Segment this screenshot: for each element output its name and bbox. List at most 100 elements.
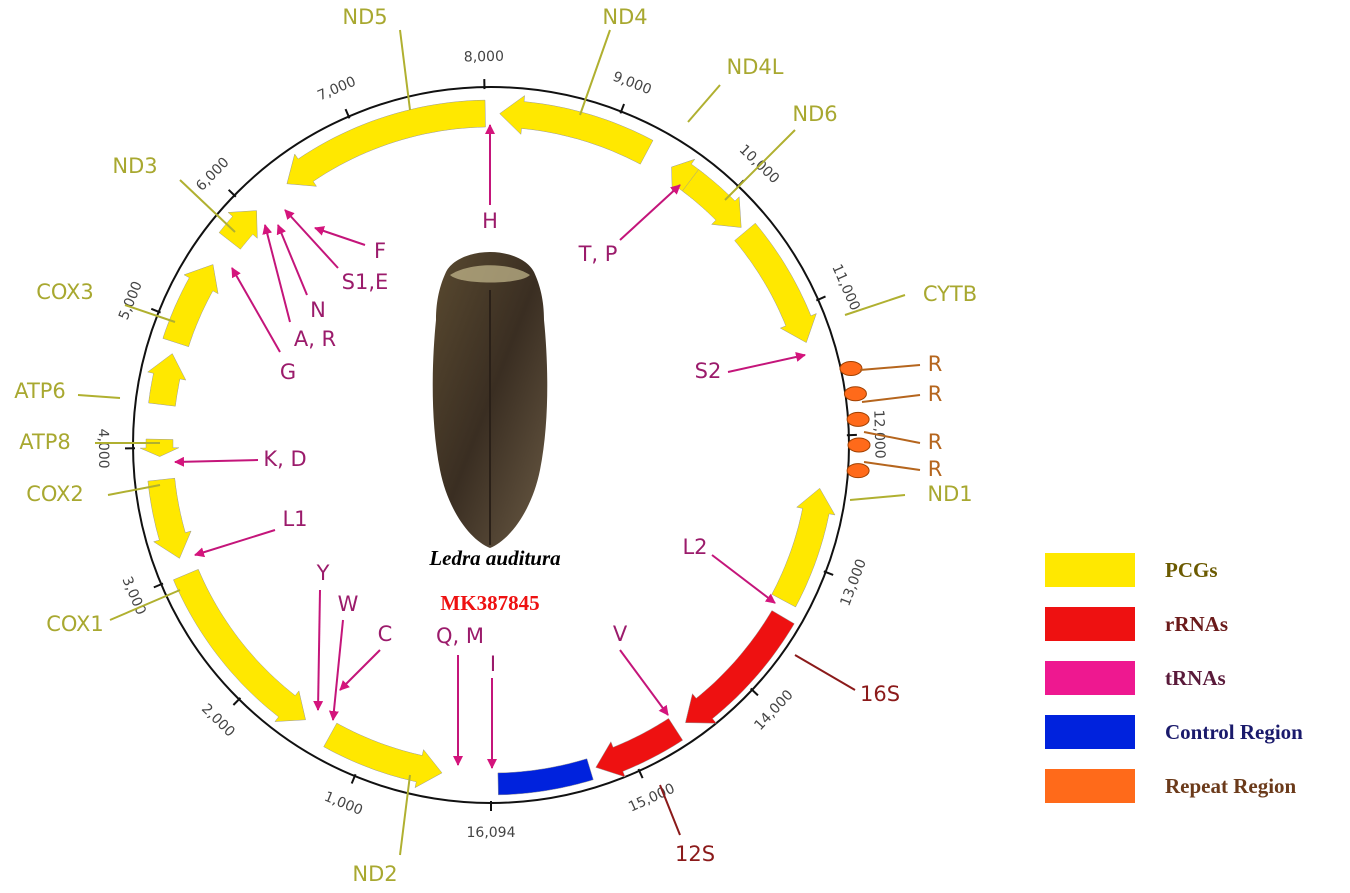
pcg-label: COX1 — [46, 612, 104, 636]
scale-tick — [619, 103, 625, 114]
pcg-leader — [579, 29, 611, 116]
scale-label: 13,000 — [838, 557, 870, 608]
pcg-label: ATP6 — [14, 379, 66, 403]
pcg-arc — [499, 95, 654, 165]
trna-label: T, P — [578, 242, 618, 266]
trna-label: C — [378, 622, 393, 646]
pcg-label: COX3 — [36, 280, 94, 304]
pcg-leader — [849, 494, 906, 501]
pcg-label: COX2 — [26, 482, 84, 506]
repeat-unit — [846, 411, 870, 427]
legend-label: PCGs — [1165, 558, 1218, 582]
scale-tick — [815, 295, 826, 302]
legend-label: Repeat Region — [1165, 774, 1297, 798]
rrna-leader — [794, 654, 856, 691]
trna-leader — [194, 529, 276, 558]
pcg-arc — [147, 353, 187, 407]
legend-label: tRNAs — [1165, 666, 1226, 690]
trna-label: F — [374, 239, 386, 263]
rrna-label: 12S — [675, 842, 715, 866]
trna-label: V — [613, 622, 628, 646]
pcg-label: ND4L — [727, 55, 784, 79]
pcg-arc — [147, 477, 192, 559]
trna-leader — [727, 352, 806, 373]
trna-leader — [231, 267, 281, 353]
accession: MK387845 — [440, 591, 539, 615]
pcg-leader — [109, 589, 181, 621]
trna-label: Q, M — [436, 624, 484, 648]
scale-label: 2,000 — [198, 701, 238, 741]
legend-swatch — [1045, 661, 1135, 695]
rrna-arc — [685, 610, 795, 724]
rrna-label: 16S — [860, 682, 900, 706]
pcg-arc — [771, 487, 836, 608]
trna-label: N — [310, 298, 326, 322]
insect-head — [450, 265, 530, 283]
scale-label: 11,000 — [828, 262, 862, 313]
trna-label: I — [490, 652, 496, 676]
trna-label: L2 — [682, 535, 707, 559]
legend-swatch — [1045, 769, 1135, 803]
pcg-leader — [724, 129, 796, 201]
repeat-leader — [861, 394, 921, 403]
pcg-arc — [682, 169, 742, 228]
trna-label: Y — [316, 561, 330, 585]
pcg-arc — [162, 264, 219, 348]
repeat-label: R — [928, 352, 943, 376]
pcg-leader — [124, 304, 176, 323]
insect — [432, 252, 548, 548]
trna-leader — [313, 589, 324, 711]
pcg-leader — [399, 774, 411, 856]
pcg-arc — [218, 210, 258, 250]
trna-label: G — [280, 360, 296, 384]
scale-tick — [232, 697, 242, 706]
pcg-label: ND6 — [792, 102, 837, 126]
legend-label: rRNAs — [1165, 612, 1228, 636]
pcg-arc — [139, 438, 180, 457]
scale-tick — [153, 582, 164, 589]
pcg-label: ND3 — [112, 154, 157, 178]
pcg-arc — [173, 568, 306, 722]
repeat-leader — [863, 461, 921, 471]
trna-label: H — [482, 209, 498, 233]
legend-swatch — [1045, 715, 1135, 749]
trna-leader — [328, 619, 344, 721]
repeat-unit — [847, 437, 871, 453]
trna-leader — [711, 554, 776, 604]
pcg-label: ND2 — [352, 862, 397, 886]
scale-label: 1,000 — [322, 789, 365, 819]
scale-tick — [823, 570, 834, 576]
pcg-leader — [399, 29, 411, 111]
scale-label: 4,000 — [95, 429, 111, 469]
pcg-arc — [323, 722, 443, 789]
trna-label: W — [338, 592, 359, 616]
trna-label: S1,E — [342, 270, 389, 294]
trna-leader — [619, 184, 681, 241]
repeat-label: R — [928, 457, 943, 481]
rrna-leader — [659, 784, 681, 836]
scale-label: 6,000 — [193, 154, 232, 194]
pcg-label: ND5 — [342, 5, 387, 29]
species: Ledra auditura — [428, 546, 560, 570]
legend-swatch — [1045, 553, 1135, 587]
repeat-leader — [859, 364, 921, 371]
repeat-unit — [839, 360, 863, 376]
trna-leader — [174, 456, 259, 467]
repeat-label: R — [928, 430, 943, 454]
pcg-leader — [844, 294, 906, 316]
scale-label: 5,000 — [116, 279, 146, 322]
rrna-arc — [595, 718, 684, 778]
repeat-unit — [843, 386, 867, 402]
scale-label: 9,000 — [610, 69, 653, 98]
trna-leader — [619, 649, 669, 716]
trna-leader — [339, 649, 381, 691]
trna-leader — [276, 224, 308, 296]
trna-label: A, R — [294, 327, 336, 351]
pcg-label: ATP8 — [19, 430, 71, 454]
pcg-leader — [687, 84, 721, 123]
scale-label: 7,000 — [315, 74, 358, 105]
trna-leader — [262, 224, 291, 323]
repeat-label: R — [928, 382, 943, 406]
